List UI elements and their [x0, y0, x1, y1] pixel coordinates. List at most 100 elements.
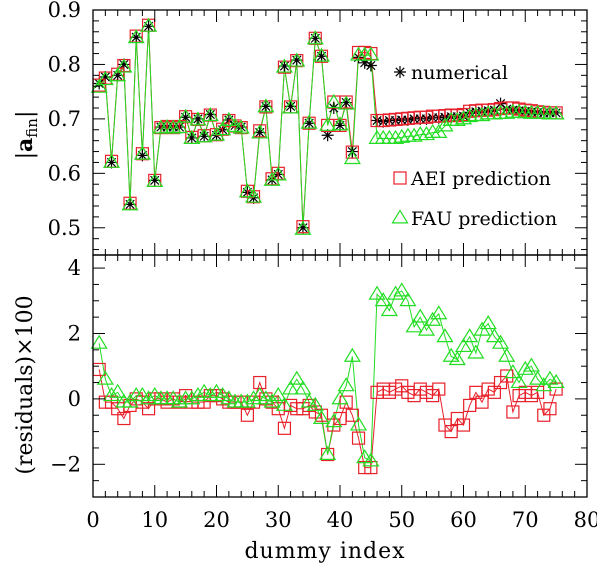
bottom-fau-point [362, 452, 380, 467]
bottom-aei-point [277, 421, 292, 435]
top-numerical-point [296, 221, 309, 234]
bottom-fau-point [411, 308, 429, 323]
bottom-fau-point [109, 383, 127, 398]
top-y-label-prefix: | [13, 152, 38, 159]
bottom-fau-point [485, 328, 503, 343]
bottom-y-tick-label: 2 [68, 321, 81, 345]
top-aei-point [314, 49, 329, 63]
legend-numerical-marker [394, 66, 406, 78]
bottom-fau-point [343, 347, 361, 362]
bottom-aei-point [530, 385, 545, 399]
bottom-y-tick-label: −2 [50, 452, 81, 476]
x-tick-label: 50 [388, 508, 415, 532]
top-fau-point [251, 124, 269, 139]
top-numerical-point [179, 111, 192, 124]
top-fau-point [405, 127, 423, 142]
top-numerical-point [185, 131, 198, 144]
top-fau-point [300, 114, 318, 129]
bottom-fau-point [288, 370, 306, 385]
top-numerical-point [99, 70, 112, 83]
bottom-fau-point [454, 337, 473, 353]
top-plot-area [90, 17, 565, 235]
top-y-tick-label: 0.7 [48, 107, 81, 131]
x-axis-label: dummy index [244, 539, 405, 564]
top-numerical-point [334, 119, 346, 132]
bottom-fau-point [269, 386, 287, 402]
top-fau-point [331, 116, 349, 131]
bottom-aei-point [543, 402, 557, 416]
top-numerical-point [278, 60, 291, 73]
top-fau-point [109, 67, 127, 82]
top-numerical-point [340, 96, 353, 109]
top-fau-point [473, 106, 491, 122]
bottom-fau-point [380, 301, 398, 317]
top-fau-point [177, 108, 195, 123]
bottom-fau-point [319, 445, 337, 460]
bottom-aei-point [456, 418, 471, 432]
bottom-fau-point [529, 370, 547, 385]
bottom-fau-point [405, 318, 423, 333]
top-fau-point [306, 30, 324, 45]
x-tick-label: 30 [265, 508, 292, 532]
bottom-fau-point [467, 344, 485, 359]
bottom-fau-point [430, 305, 448, 320]
legend-fau-marker [391, 209, 409, 224]
bottom-fau-point [170, 393, 189, 408]
bottom-fau-point [238, 393, 256, 408]
bottom-fau-point [337, 377, 355, 392]
top-fau-point [337, 95, 355, 110]
bottom-aei-point [506, 405, 520, 419]
bottom-fau-point [189, 386, 207, 402]
top-numerical-point [358, 56, 371, 69]
bottom-fau-point [201, 386, 219, 402]
top-y-tick-label: 0.6 [48, 161, 81, 185]
top-numerical-point [259, 100, 272, 113]
x-tick-label: 40 [327, 508, 354, 532]
top-y-label-suffix: | [13, 111, 38, 118]
top-aei-point [259, 100, 273, 114]
bottom-fau-point [417, 321, 436, 336]
top-fau-point [393, 128, 411, 143]
legend-fau-label: FAU prediction [411, 208, 557, 230]
top-fau-point [263, 171, 281, 186]
bottom-fau-point [349, 416, 368, 431]
bottom-fau-point [448, 350, 466, 366]
bottom-fau-point [479, 315, 497, 330]
bottom-aei-point [339, 395, 353, 409]
top-numerical-point [315, 50, 328, 63]
bottom-fau-point [522, 357, 540, 372]
bottom-fau-point [510, 373, 528, 389]
top-aei-point [302, 116, 316, 130]
top-y-tick-label: 0.5 [48, 216, 81, 240]
bottom-aei-point [117, 411, 131, 426]
bottom-y-axis-label: (residuals)×100 [13, 295, 38, 474]
bottom-fau-point [368, 285, 386, 300]
x-tick-label: 10 [141, 508, 168, 532]
bottom-fau-point [498, 347, 516, 362]
top-fau-point [417, 126, 436, 141]
bottom-fau-point [436, 328, 454, 343]
bottom-fau-point [393, 282, 411, 297]
top-fau-point [269, 166, 287, 181]
top-numerical-point [364, 59, 377, 72]
top-aei-point [296, 220, 310, 234]
x-tick-label: 60 [450, 508, 477, 532]
top-fau-point [214, 121, 232, 136]
top-fau-point [282, 99, 300, 114]
top-fau-point [238, 183, 256, 198]
bottom-fau-point [399, 292, 417, 307]
bottom-y-tick-label: 4 [68, 256, 81, 280]
top-fau-point [325, 93, 343, 109]
top-fau-point [115, 58, 133, 73]
top-y-axis-label: |afin| [12, 111, 41, 160]
top-fau-point [146, 172, 164, 187]
top-fau-point [547, 105, 565, 120]
top-fau-point [319, 116, 337, 131]
top-fau-point [140, 17, 158, 32]
top-y-tick-label: 0.9 [48, 0, 81, 22]
top-fau-point [448, 111, 466, 126]
top-fau-point [343, 149, 361, 165]
top-fau-point [201, 106, 219, 122]
